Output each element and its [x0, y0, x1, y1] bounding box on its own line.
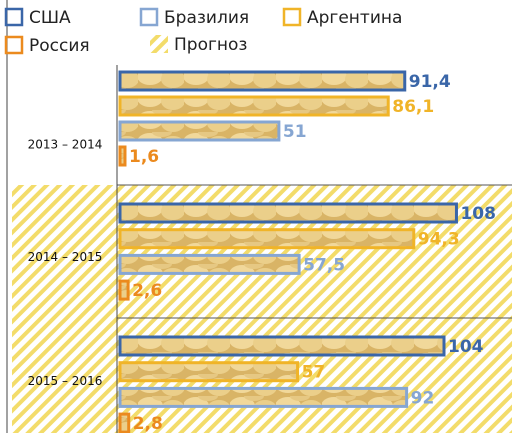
bar	[120, 230, 414, 248]
bar	[120, 281, 128, 299]
value-label: 108	[460, 204, 496, 224]
bar	[120, 72, 405, 90]
value-label: 91,4	[409, 72, 451, 92]
bar	[120, 122, 279, 140]
legend-swatch	[6, 9, 22, 25]
legend-label: США	[29, 8, 71, 28]
value-label: 2,8	[133, 414, 163, 433]
legend-label: Аргентина	[307, 8, 402, 28]
value-label: 92	[411, 388, 435, 408]
category-label: 2013 – 2014	[28, 138, 103, 152]
value-label: 2,6	[132, 281, 162, 301]
legend-label: Бразилия	[164, 8, 249, 28]
legend-swatch	[150, 35, 168, 53]
value-label: 86,1	[392, 97, 434, 117]
legend: Прогноз США Бразилия Аргентина Россия	[6, 8, 402, 56]
legend-swatch	[141, 9, 157, 25]
legend-label: Прогноз	[174, 35, 247, 55]
bar	[120, 147, 125, 165]
bar	[120, 363, 298, 381]
bar	[120, 204, 456, 222]
value-label: 104	[448, 337, 484, 357]
bar	[120, 255, 299, 273]
bar	[120, 337, 444, 355]
value-label: 94,3	[418, 230, 460, 250]
category-label: 2014 – 2015	[28, 250, 103, 264]
legend-swatch	[6, 37, 22, 53]
value-label: 57	[302, 363, 326, 383]
bar	[120, 388, 407, 406]
value-label: 51	[283, 122, 307, 142]
bar	[120, 414, 129, 432]
legend-swatch	[284, 9, 300, 25]
chart: Прогноз США Бразилия Аргентина Россия 2013 …	[0, 0, 529, 433]
value-label: 1,6	[129, 147, 159, 167]
bar	[120, 97, 388, 115]
legend-label: Россия	[29, 36, 90, 56]
value-label: 57,5	[303, 255, 345, 275]
category-label: 2015 – 2016	[28, 374, 103, 388]
